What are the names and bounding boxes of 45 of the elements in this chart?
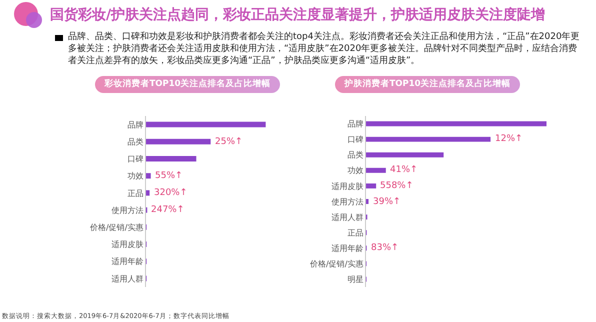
annotation: 83%↑ [371, 243, 399, 253]
y-tick-label: 使用方法 [111, 206, 144, 215]
bar [146, 156, 196, 162]
chart-title: 彩妆消费者TOP10关注点排名及占比增幅 [95, 76, 280, 93]
bar [146, 173, 151, 179]
text: 品牌、品类、口碑和功效是彩妆和护肤消费者都会关注的top4关注点。彩妆消费者还会关注正品和使用方法，“正品”在2020年更多被关注；护肤消费者还会关注适用皮肤和使用方法，“适用皮肤”在2020年更多被关注。品牌针对不同类型产品时，应结合消费者关注点差异有的放矢，彩妆品类应更多沟通“正品”，护肤品类应更多沟通“适用皮肤”。 [68, 31, 581, 67]
y-tick-label: 品牌 [127, 120, 144, 130]
y-tick-label: 适用人群 [331, 212, 364, 222]
y-tick-label: 品类 [347, 150, 364, 160]
y-tick-label: 价格/促销/实惠 [89, 222, 144, 232]
y-tick-label: 适用皮肤 [331, 182, 364, 191]
y-tick-label: 使用方法 [331, 197, 364, 206]
y-tick-label: 口碑 [127, 154, 144, 164]
bar [146, 190, 150, 196]
annotation: 558%↑ [380, 181, 414, 191]
y-tick-label: 适用人群 [111, 274, 144, 284]
chart-title: 护肤消费者TOP10关注点排名及占比增幅 [335, 76, 520, 93]
bar [366, 183, 376, 188]
bar [366, 168, 386, 173]
annotation: 41%↑ [390, 165, 418, 175]
text: 国货彩妆/护肤关注点趋同，彩妆正品关注度显著提升，护肤适用皮肤关注度陡增 [50, 6, 546, 24]
annotation: 39%↑ [373, 197, 401, 207]
bar [146, 138, 211, 144]
annotation: 25%↑ [215, 137, 243, 147]
bar [366, 152, 444, 158]
y-tick-label: 品类 [127, 137, 144, 146]
bar [146, 122, 266, 128]
bar [366, 199, 369, 204]
bar [366, 136, 491, 142]
annotation: 320%↑ [154, 188, 188, 198]
y-tick-label: 适用皮肤 [111, 240, 144, 250]
y-tick-label: 功效 [347, 166, 364, 176]
annotation: 247%↑ [151, 205, 184, 215]
bar [366, 121, 546, 126]
y-tick-label: 口碑 [347, 135, 364, 144]
y-tick-label: 正品 [127, 188, 144, 198]
y-tick-label: 适用年龄 [331, 244, 364, 253]
y-tick-label: 功效 [127, 172, 144, 181]
y-tick-label: 品牌 [347, 120, 364, 129]
y-tick-label: 适用年龄 [111, 257, 144, 266]
annotation: 12%↑ [495, 134, 523, 144]
annotation: 55%↑ [155, 171, 183, 181]
y-tick-label: 明星 [347, 275, 364, 284]
y-tick-label: 价格/促销/实惠 [309, 259, 364, 268]
y-tick-label: 正品 [347, 228, 364, 238]
